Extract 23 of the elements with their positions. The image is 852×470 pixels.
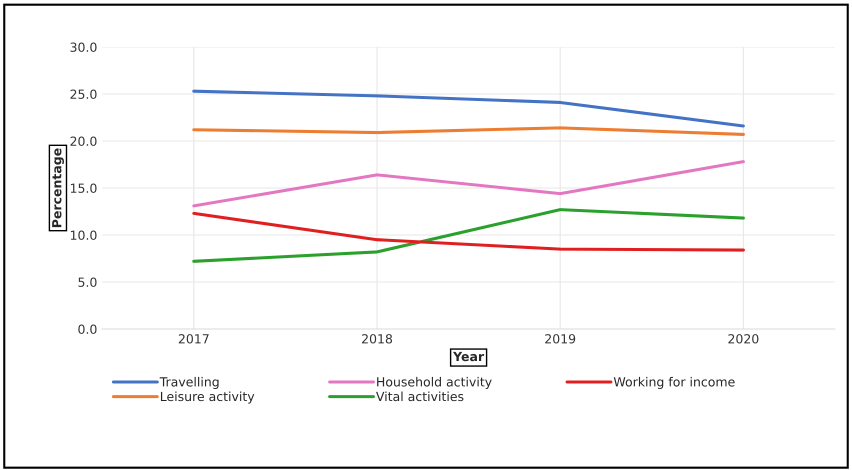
legend-label: Travelling	[160, 376, 219, 390]
legend-label: Vital activities	[376, 392, 464, 402]
y-tick-label: 5.0	[78, 277, 97, 287]
line-series	[192, 208, 745, 263]
y-tick-label: 20.0	[70, 136, 97, 146]
x-tick-label: 2020	[728, 334, 758, 344]
legend-label: Household activity	[377, 376, 492, 390]
x-tick-label: 2019	[545, 334, 576, 344]
y-axis-title: Percentage	[52, 148, 64, 228]
line-series	[192, 90, 745, 128]
line-series	[192, 126, 745, 136]
y-tick-label: 15.0	[70, 183, 97, 193]
y-tick-label: 10.0	[70, 230, 97, 240]
line-series	[192, 160, 745, 208]
x-axis-title: Year	[452, 352, 484, 362]
y-tick-label: 30.0	[70, 42, 97, 52]
legend-label: Leisure activity	[160, 392, 254, 404]
line-series	[192, 212, 745, 252]
y-tick-label: 25.0	[70, 89, 97, 99]
legend-label: Working for income	[614, 376, 735, 390]
x-tick-label: 2018	[362, 334, 392, 344]
y-tick-label: 0.0	[78, 324, 97, 334]
x-tick-label: 2017	[178, 334, 209, 344]
